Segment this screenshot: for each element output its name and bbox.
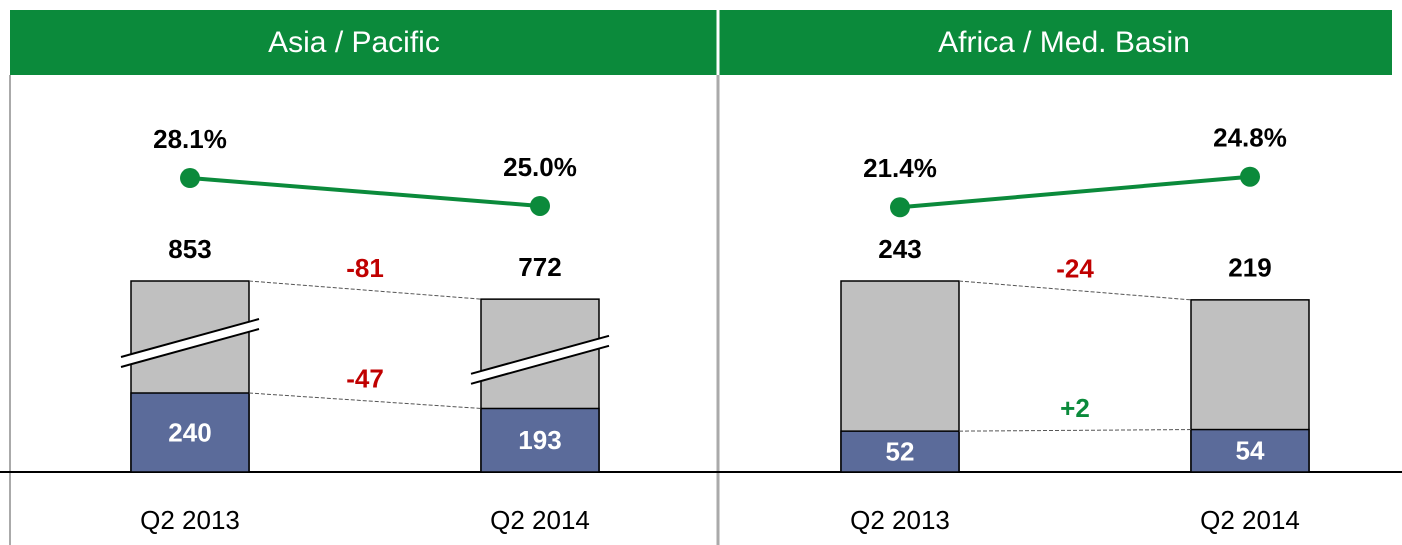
share-point xyxy=(890,197,910,218)
axis-break xyxy=(471,335,609,384)
axis-break-line xyxy=(470,334,610,375)
segment-bar xyxy=(130,392,250,473)
connector xyxy=(958,429,1192,432)
category-label: Q2 2014 xyxy=(1200,505,1300,535)
axis-break-line xyxy=(120,328,260,368)
change-label: -47 xyxy=(346,364,384,394)
share-label: 24.8% xyxy=(1213,123,1287,153)
category-label: Q2 2013 xyxy=(850,505,950,535)
axis-break-line xyxy=(120,318,260,358)
total-label: 243 xyxy=(878,234,921,264)
share-label: 25.0% xyxy=(503,152,577,182)
segment-label: 52 xyxy=(886,436,915,466)
total-label: 772 xyxy=(518,252,561,282)
segment-bar xyxy=(1190,428,1310,473)
axis-break xyxy=(121,319,259,367)
header-band xyxy=(10,10,1392,75)
total-label: 853 xyxy=(168,234,211,264)
change-label: +2 xyxy=(1060,393,1090,423)
share-point xyxy=(180,168,200,189)
change-label: -24 xyxy=(1056,253,1094,283)
share-line xyxy=(189,176,541,208)
share-label: 28.1% xyxy=(153,124,227,154)
panel-title: Asia / Pacific xyxy=(268,26,440,59)
segment-label: 193 xyxy=(518,425,561,455)
share-point xyxy=(1240,166,1260,187)
connector xyxy=(248,280,482,300)
change-label: -81 xyxy=(346,253,384,283)
category-label: Q2 2014 xyxy=(490,505,590,535)
connector xyxy=(248,392,482,409)
axis-break-line xyxy=(470,344,610,385)
connector xyxy=(958,280,1192,301)
share-line xyxy=(899,174,1251,210)
segment-label: 54 xyxy=(1236,436,1265,466)
share-point xyxy=(530,195,550,216)
total-label: 219 xyxy=(1228,253,1271,283)
category-label: Q2 2013 xyxy=(140,505,240,535)
segment-bar xyxy=(480,407,600,473)
segment-label: 240 xyxy=(168,417,211,447)
segment-bar xyxy=(840,430,960,473)
panel-title: Africa / Med. Basin xyxy=(938,26,1190,59)
share-label: 21.4% xyxy=(863,153,937,183)
